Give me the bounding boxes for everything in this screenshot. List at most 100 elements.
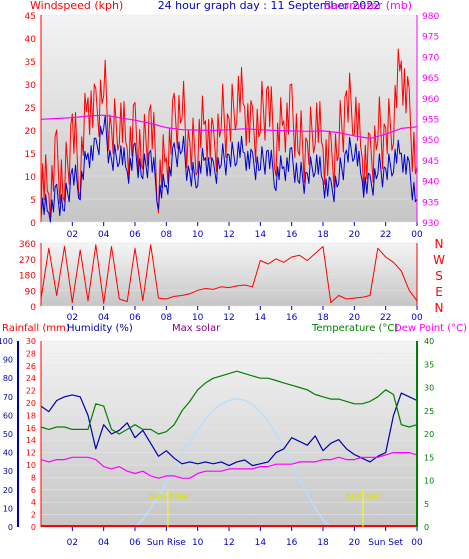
rainfall-tick-label: 26	[26, 362, 36, 371]
barometer-tick-label: 945	[422, 157, 439, 167]
x-tick-label: 02	[67, 538, 78, 548]
barometer-tick-label: 955	[422, 116, 439, 126]
x-tick-label: 10	[192, 313, 204, 323]
humidity-tick-label: 50	[3, 430, 13, 439]
temperature-line	[40, 370, 418, 435]
humidity-tick-label: 60	[3, 411, 13, 420]
x-tick-label: 22	[380, 230, 391, 240]
x-tick-label: 14	[255, 313, 267, 323]
windspeed-tick-label: 40	[25, 35, 37, 45]
rainfall-tick-label: 6	[31, 486, 36, 495]
temperature-tick-label: 0	[424, 523, 429, 532]
dewpoint-line	[40, 452, 418, 479]
humidity-tick-label: 40	[3, 449, 13, 458]
windspeed-tick-label: 45	[25, 12, 36, 22]
temperature-axis-title: Temperature (°C)	[311, 323, 398, 334]
sunrise-label: Sun Rise	[148, 492, 187, 502]
compass-label: N	[435, 237, 444, 251]
barometer-tick-label: 940	[422, 178, 439, 188]
chart-title: 24 hour graph day : 11 September 2022	[158, 0, 381, 12]
humidity-tick-label: 90	[3, 356, 13, 365]
humidity-tick-label: 20	[3, 486, 13, 495]
x-tick-label: 00	[411, 538, 423, 548]
windspeed-tick-label: 0	[30, 219, 36, 229]
compass-label: W	[433, 253, 445, 267]
x-tick-label: 20	[349, 230, 361, 240]
barometer-tick-label: 960	[422, 95, 439, 105]
direction-tick-label: 360	[19, 240, 36, 250]
climate-panel	[41, 341, 417, 527]
compass-label: E	[435, 285, 443, 299]
rainfall-tick-label: 24	[26, 374, 36, 383]
temperature-tick-label: 35	[424, 360, 434, 369]
x-tick-label: 12	[223, 538, 234, 548]
barometer-tick-label: 975	[422, 33, 439, 43]
x-tick-label: 20	[349, 538, 361, 548]
windspeed-line	[40, 48, 418, 221]
rainfall-tick-label: 30	[26, 337, 36, 346]
x-tick-label: 00	[411, 313, 423, 323]
humidity-axis-title: Humidity (%)	[67, 323, 133, 334]
temperature-tick-label: 10	[424, 477, 434, 486]
rainfall-tick-label: 18	[26, 411, 36, 420]
windspeed-tick-label: 15	[25, 150, 36, 160]
windspeed-tick-label: 20	[25, 127, 37, 137]
compass-label: S	[435, 269, 443, 283]
windspeed-tick-label: 10	[25, 173, 37, 183]
x-tick-label: 14	[255, 230, 267, 240]
x-tick-label: 18	[317, 230, 329, 240]
x-tick-label: 20	[349, 313, 361, 323]
rainfall-axis-title: Rainfall (mm)	[2, 323, 70, 334]
barometer-line	[40, 114, 418, 139]
sunset-label: Sun Set	[346, 492, 381, 502]
dewpoint-axis-title: Dew Point (°C)	[394, 323, 467, 334]
humidity-tick-label: 10	[3, 504, 13, 513]
humidity-tick-label: 100	[0, 337, 13, 346]
x-tick-label: 08	[161, 230, 173, 240]
wind-direction-line	[40, 244, 418, 304]
barometer-tick-label: 970	[422, 53, 439, 63]
rainfall-tick-label: 0	[31, 523, 36, 532]
x-tick-label: 04	[98, 538, 110, 548]
windspeed-tick-label: 35	[25, 58, 36, 68]
x-tick-label: 04	[98, 313, 110, 323]
temperature-tick-label: 30	[424, 384, 434, 393]
x-tick-label: 06	[129, 313, 141, 323]
windspeed-tick-label: 30	[25, 81, 37, 91]
x-tick-label: 04	[98, 230, 110, 240]
x-tick-label: 12	[223, 230, 234, 240]
x-tick-label: 14	[255, 538, 267, 548]
x-tick-label: 10	[192, 538, 204, 548]
x-tick-label: 02	[67, 230, 78, 240]
direction-tick-label: 90	[25, 287, 37, 297]
barometer-tick-label: 980	[422, 12, 439, 22]
barometer-tick-label: 930	[422, 219, 439, 229]
rainfall-tick-label: 14	[26, 436, 36, 445]
rainfall-tick-label: 4	[31, 498, 36, 507]
windspeed-tick-label: 25	[25, 104, 36, 114]
rainfall-tick-label: 20	[26, 399, 36, 408]
x-tick-label: 22	[380, 313, 391, 323]
x-tick-label: 12	[223, 313, 234, 323]
temperature-tick-label: 40	[424, 337, 434, 346]
x-tick-label: Sun Rise	[147, 538, 186, 548]
x-tick-label: 16	[286, 538, 298, 548]
x-tick-label: 10	[192, 230, 204, 240]
direction-tick-label: 270	[19, 256, 36, 266]
humidity-tick-label: 70	[3, 393, 13, 402]
x-tick-label: 18	[317, 313, 329, 323]
temperature-tick-label: 15	[424, 453, 434, 462]
barometer-tick-label: 965	[422, 74, 439, 84]
x-tick-label: 16	[286, 230, 298, 240]
barometer-tick-label: 935	[422, 198, 439, 208]
x-tick-label: 16	[286, 313, 298, 323]
humidity-line	[40, 392, 418, 467]
x-tick-label: 06	[129, 538, 141, 548]
x-tick-label: 00	[411, 230, 423, 240]
temperature-tick-label: 25	[424, 407, 434, 416]
rainfall-tick-label: 10	[26, 461, 36, 470]
x-tick-label: Sun Set	[368, 538, 403, 548]
windspeed-axis-title: Windspeed (kph)	[30, 0, 123, 12]
barometer-axis-title: Barometer (mb)	[324, 0, 412, 12]
